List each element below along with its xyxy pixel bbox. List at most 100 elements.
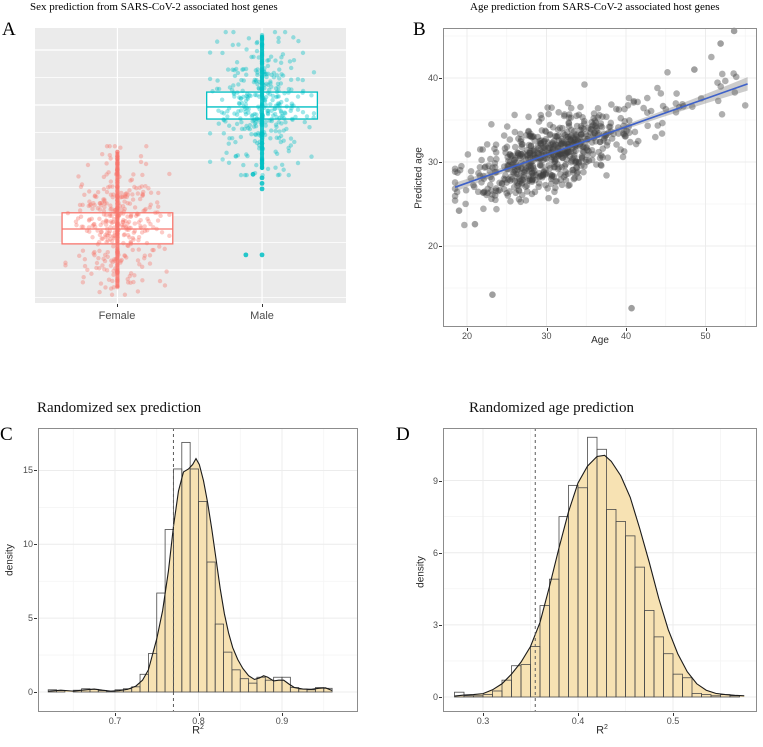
scatter-point bbox=[632, 140, 640, 148]
jitter-point bbox=[268, 54, 274, 59]
scatter-point bbox=[531, 137, 539, 144]
jitter-point bbox=[276, 101, 282, 106]
jitter-point bbox=[242, 106, 248, 112]
jitter-point bbox=[282, 116, 287, 121]
panel-a-x-tick bbox=[262, 304, 264, 307]
scatter-point bbox=[597, 122, 604, 130]
jitter-point bbox=[97, 201, 102, 206]
jitter-point bbox=[96, 255, 101, 261]
scatter-point bbox=[554, 151, 562, 159]
jitter-point bbox=[139, 264, 145, 270]
jitter-point bbox=[76, 174, 81, 179]
jitter-point bbox=[237, 95, 242, 100]
jitter-point bbox=[158, 213, 163, 219]
scatter-point bbox=[525, 141, 533, 149]
scatter-point bbox=[559, 124, 566, 132]
jitter-point bbox=[289, 103, 295, 108]
jitter-point bbox=[136, 235, 142, 240]
jitter-point bbox=[216, 108, 221, 113]
scatter-point bbox=[514, 151, 522, 159]
scatter-point bbox=[527, 164, 535, 171]
jitter-point bbox=[249, 114, 255, 119]
scatter-point bbox=[640, 104, 647, 112]
scatter-point bbox=[564, 128, 571, 136]
scatter-point bbox=[514, 166, 521, 173]
jitter-point bbox=[243, 109, 248, 115]
jitter-point bbox=[276, 120, 281, 125]
jitter-point bbox=[263, 119, 268, 125]
jitter-point bbox=[274, 135, 279, 140]
jitter-point bbox=[105, 250, 110, 255]
scatter-point bbox=[564, 99, 572, 107]
jitter-point bbox=[276, 135, 282, 141]
jitter-point bbox=[103, 222, 109, 227]
jitter-point bbox=[121, 223, 127, 228]
jitter-point bbox=[101, 186, 107, 192]
jitter-point bbox=[233, 154, 238, 159]
scatter-point bbox=[589, 131, 597, 139]
jitter-point bbox=[128, 214, 133, 220]
scatter-point bbox=[535, 149, 542, 157]
jitter-point bbox=[288, 108, 293, 113]
jitter-point bbox=[108, 219, 114, 224]
jitter-point bbox=[108, 225, 113, 230]
jitter-point bbox=[103, 285, 108, 290]
scatter-point bbox=[731, 89, 739, 96]
jitter-point-center bbox=[115, 222, 120, 227]
scatter-point bbox=[503, 123, 511, 130]
scatter-point bbox=[555, 152, 562, 160]
jitter-point bbox=[129, 212, 134, 217]
jitter-point bbox=[127, 273, 132, 279]
scatter-point bbox=[593, 125, 601, 132]
scatter-point bbox=[554, 143, 562, 151]
scatter-point bbox=[579, 143, 587, 151]
jitter-point bbox=[295, 107, 301, 112]
jitter-point bbox=[140, 172, 145, 178]
scatter-point bbox=[523, 152, 531, 159]
jitter-point bbox=[231, 91, 237, 97]
svg-c-x-tick bbox=[198, 713, 200, 716]
jitter-point bbox=[236, 42, 241, 47]
jitter-point bbox=[138, 217, 143, 223]
jitter-point bbox=[274, 124, 279, 130]
scatter-point bbox=[507, 152, 515, 160]
jitter-point bbox=[271, 113, 276, 118]
scatter-point bbox=[595, 129, 603, 137]
panel-d-y-axis-label: density bbox=[415, 556, 427, 588]
scatter-point bbox=[624, 102, 632, 109]
scatter-point bbox=[538, 137, 545, 144]
jitter-point bbox=[207, 76, 213, 82]
jitter-point bbox=[142, 208, 148, 213]
scatter-point bbox=[451, 192, 459, 200]
scatter-point bbox=[520, 173, 527, 181]
jitter-point bbox=[219, 97, 225, 102]
jitter-point bbox=[288, 136, 294, 141]
scatter-point bbox=[536, 146, 544, 154]
jitter-point bbox=[106, 277, 112, 282]
scatter-point bbox=[506, 151, 513, 158]
scatter-point bbox=[565, 120, 573, 127]
jitter-point bbox=[155, 210, 160, 215]
scatter-point bbox=[730, 70, 737, 77]
panel-b-y-tick bbox=[439, 162, 442, 163]
scatter-point bbox=[563, 148, 571, 156]
scatter-point bbox=[588, 139, 596, 146]
jitter-point bbox=[122, 193, 128, 198]
jitter-point bbox=[242, 126, 247, 132]
jitter-point bbox=[109, 258, 114, 263]
scatter-point bbox=[570, 134, 577, 142]
jitter-point bbox=[101, 256, 106, 262]
jitter-point bbox=[105, 254, 110, 260]
scatter-point bbox=[571, 174, 578, 182]
scatter-point bbox=[545, 162, 552, 169]
jitter-point bbox=[238, 96, 243, 101]
scatter-point bbox=[582, 156, 590, 164]
scatter-point bbox=[551, 160, 558, 168]
jitter-point bbox=[112, 258, 118, 264]
jitter-point bbox=[282, 29, 288, 35]
jitter-point bbox=[268, 79, 273, 84]
regression-line bbox=[454, 83, 748, 189]
jitter-point-center bbox=[259, 42, 265, 47]
scatter-point bbox=[530, 164, 537, 172]
scatter-point bbox=[578, 130, 586, 138]
